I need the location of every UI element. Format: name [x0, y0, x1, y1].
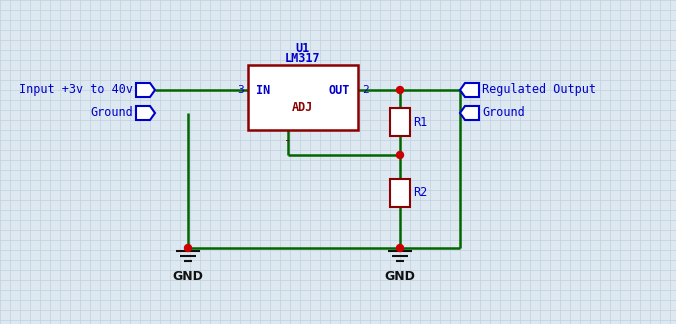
Polygon shape — [460, 106, 479, 120]
Text: Ground: Ground — [482, 107, 525, 120]
Text: Regulated Output: Regulated Output — [482, 84, 596, 97]
Text: LM317: LM317 — [285, 52, 321, 65]
Circle shape — [185, 245, 191, 251]
Text: ADJ: ADJ — [292, 101, 314, 114]
Bar — [390, 179, 410, 207]
Polygon shape — [136, 106, 155, 120]
Text: Ground: Ground — [91, 107, 133, 120]
Circle shape — [397, 152, 404, 158]
Polygon shape — [460, 83, 479, 97]
Text: -: - — [284, 134, 292, 147]
Text: R2: R2 — [413, 187, 427, 200]
Text: 2: 2 — [362, 85, 368, 95]
Polygon shape — [136, 83, 155, 97]
Text: R1: R1 — [413, 115, 427, 129]
Circle shape — [397, 245, 404, 251]
Text: IN: IN — [256, 84, 270, 97]
Bar — [248, 65, 358, 130]
Text: Input +3v to 40v: Input +3v to 40v — [19, 84, 133, 97]
Circle shape — [397, 87, 404, 94]
Text: GND: GND — [385, 270, 416, 283]
Text: OUT: OUT — [329, 84, 350, 97]
Text: 3: 3 — [237, 85, 244, 95]
Text: GND: GND — [172, 270, 203, 283]
Bar — [390, 108, 410, 136]
Text: U1: U1 — [296, 42, 310, 55]
